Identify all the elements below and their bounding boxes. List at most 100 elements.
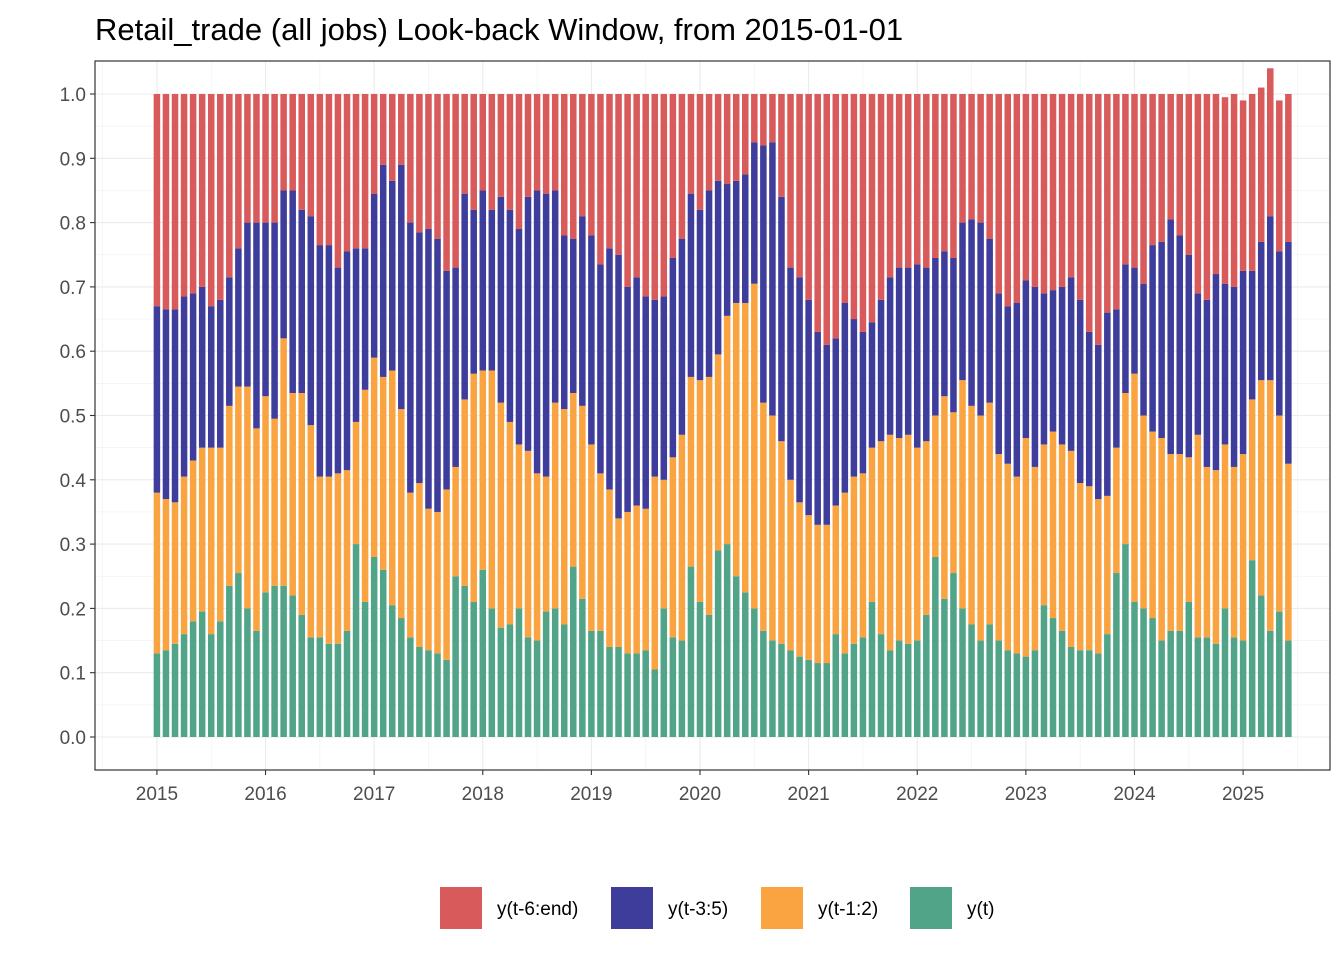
bar-segment-y-t — [533, 640, 541, 737]
x-tick-label: 2015 — [136, 784, 178, 805]
bar-segment-y-t3-5 — [588, 235, 595, 445]
bar-segment-y-t1-2 — [660, 479, 668, 609]
bar-segment-y-t6-end — [235, 94, 242, 249]
bar-segment-y-t3-5 — [742, 174, 749, 303]
bar-segment-y-t3-5 — [479, 190, 487, 371]
bar-segment-y-t1-2 — [325, 476, 333, 644]
bar-segment-y-t6-end — [588, 94, 595, 236]
y-tick-label: 0.2 — [60, 599, 86, 620]
bar-segment-y-t3-5 — [823, 344, 830, 525]
bar-segment-y-t6-end — [850, 94, 858, 320]
bar-segment-y-t6-end — [886, 94, 894, 278]
bar-segment-y-t3-5 — [533, 190, 541, 474]
bar-segment-y-t — [180, 634, 188, 737]
bar-segment-y-t3-5 — [515, 229, 523, 445]
bar-segment-y-t6-end — [1113, 94, 1120, 310]
bar-segment-y-t1-2 — [361, 389, 369, 602]
bar-segment-y-t — [832, 634, 840, 737]
bar-segment-y-t6-end — [1267, 68, 1274, 217]
bar-segment-y-t1-2 — [271, 418, 278, 586]
bar-segment-y-t3-5 — [198, 286, 206, 448]
bar-segment-y-t6-end — [742, 94, 749, 175]
bar-segment-y-t6-end — [859, 94, 867, 332]
bar-segment-y-t6-end — [932, 94, 939, 258]
bar-segment-y-t1-2 — [551, 402, 559, 609]
bar-segment-y-t6-end — [678, 94, 686, 239]
bar-segment-y-t1-2 — [832, 505, 840, 635]
bar-segment-y-t1-2 — [1040, 444, 1048, 606]
bar-segment-y-t6-end — [497, 94, 505, 197]
bar-segment-y-t1-2 — [1131, 373, 1138, 602]
bar-segment-y-t — [1095, 653, 1102, 737]
bar-segment-y-t1-2 — [316, 476, 324, 638]
bar-segment-y-t3-5 — [732, 180, 740, 303]
bar-segment-y-t6-end — [533, 94, 541, 191]
bar-segment-y-t1-2 — [235, 386, 242, 574]
bar-segment-y-t6-end — [189, 94, 197, 294]
bar-segment-y-t6-end — [416, 94, 423, 233]
bar-segment-y-t6-end — [1285, 94, 1292, 242]
bar-segment-y-t6-end — [868, 94, 876, 323]
bar-segment-y-t1-2 — [217, 447, 224, 622]
bar-segment-y-t3-5 — [443, 270, 450, 490]
bar-segment-y-t3-5 — [660, 296, 668, 480]
bar-segment-y-t6-end — [1095, 94, 1102, 345]
bar-segment-y-t3-5 — [1176, 235, 1184, 455]
bar-segment-y-t6-end — [579, 94, 586, 217]
bar-segment-y-t6-end — [1122, 94, 1129, 265]
bar-segment-y-t6-end — [814, 94, 821, 332]
bar-segment-y-t6-end — [570, 94, 577, 239]
bar-segment-y-t — [298, 614, 305, 737]
bar-segment-y-t1-2 — [1076, 483, 1084, 651]
bar-segment-y-t3-5 — [1004, 306, 1012, 464]
bar-segment-y-t1-2 — [153, 492, 161, 654]
bar-segment-y-t — [515, 608, 523, 737]
bar-segment-y-t6-end — [352, 94, 360, 249]
bar-segment-y-t6-end — [388, 94, 396, 181]
bar-segment-y-t3-5 — [416, 232, 423, 484]
bar-segment-y-t1-2 — [895, 438, 903, 641]
bar-segment-y-t3-5 — [153, 306, 161, 493]
bar-segment-y-t1-2 — [823, 524, 830, 664]
bar-segment-y-t — [995, 640, 1002, 737]
bar-segment-y-t3-5 — [1058, 286, 1066, 445]
bar-segment-y-t6-end — [633, 94, 640, 278]
bar-segment-y-t6-end — [950, 94, 957, 258]
bar-segment-y-t6-end — [732, 94, 740, 181]
legend-label: y(t-6:end) — [497, 899, 578, 920]
bar-segment-y-t — [1149, 618, 1156, 737]
bar-segment-y-t6-end — [642, 94, 649, 297]
bar-segment-y-t — [606, 646, 613, 737]
bar-segment-y-t — [207, 634, 215, 737]
bar-segment-y-t1-2 — [226, 405, 233, 586]
bar-segment-y-t1-2 — [262, 396, 269, 593]
bar-segment-y-t — [280, 585, 287, 737]
bar-segment-y-t3-5 — [189, 293, 197, 461]
bar-segment-y-t — [244, 608, 251, 737]
bar-segment-y-t3-5 — [434, 238, 441, 512]
bar-segment-y-t — [633, 653, 640, 737]
bar-segment-y-t — [588, 630, 595, 737]
bar-segment-y-t6-end — [407, 94, 414, 223]
bar-segment-y-t1-2 — [796, 502, 803, 657]
bar-segment-y-t — [923, 614, 930, 737]
bar-segment-y-t1-2 — [760, 402, 767, 631]
bar-segment-y-t6-end — [769, 94, 776, 143]
bar-segment-y-t3-5 — [687, 193, 695, 377]
bar-segment-y-t1-2 — [162, 499, 170, 651]
bar-segment-y-t1-2 — [407, 492, 414, 638]
bar-segment-y-t3-5 — [977, 222, 984, 416]
bar-segment-y-t6-end — [1194, 94, 1202, 294]
bar-segment-y-t — [570, 566, 577, 737]
bar-segment-y-t1-2 — [488, 370, 496, 609]
bar-segment-y-t1-2 — [696, 380, 704, 602]
bar-segment-y-t6-end — [271, 94, 278, 223]
bar-segment-y-t6-end — [289, 94, 296, 191]
bar-segment-y-t3-5 — [488, 209, 496, 371]
bars — [153, 68, 1292, 737]
bar-segment-y-t1-2 — [542, 476, 550, 612]
bar-segment-y-t3-5 — [1221, 283, 1229, 445]
bar-segment-y-t1-2 — [1149, 431, 1156, 619]
bar-segment-y-t — [189, 621, 197, 737]
